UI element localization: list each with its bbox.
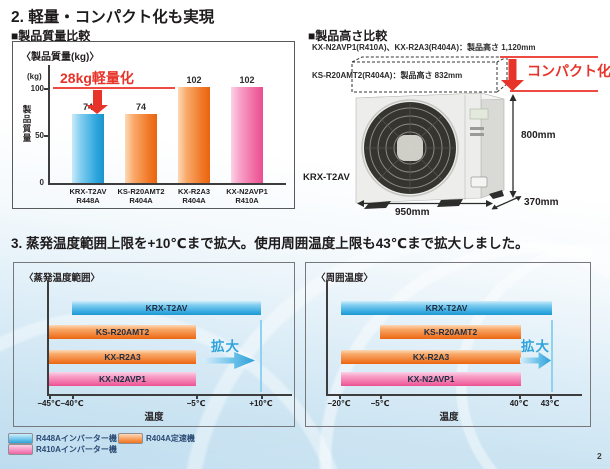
- outdoor-unit-image: [355, 92, 505, 209]
- x-axis: [48, 183, 286, 185]
- evap-limit-line: [260, 320, 262, 392]
- height-line2: KS-R20AMT2(R404A)：製品高さ 832mm: [312, 71, 463, 80]
- evap-bar-ks-r20amt2: KS-R20AMT2: [49, 325, 196, 339]
- evap-chart-title: 〈蒸発温度範囲〉: [24, 273, 101, 284]
- y-tick-mark-50: [44, 135, 48, 137]
- compact-label: コンパクト化: [527, 63, 610, 79]
- ambient-bar-krx-t2av: KRX-T2AV: [341, 301, 552, 315]
- compact-down-arrow-icon: [508, 59, 517, 80]
- product-model-label: KRX-T2AV: [303, 172, 350, 183]
- evap-bar-kx-n2avp1: KX-N2AVP1: [49, 372, 196, 386]
- height-line1: KX-N2AVP1(R410A)、KX-R2A3(R404A)：製品高さ 1,1…: [312, 43, 536, 52]
- ytick-50: 50: [35, 131, 44, 140]
- ambient-y-axis: [326, 280, 328, 395]
- ambient-chart-title: 〈周囲温度〉: [316, 273, 374, 284]
- evap-tick-4: [261, 395, 263, 399]
- ambient-x-axis-label: 温度: [439, 412, 459, 423]
- cat-2-model: KS-R20AMT2: [117, 187, 165, 196]
- cat-4-model: KX-N2AVP1: [226, 187, 268, 196]
- dim-height-label: 800mm: [521, 130, 556, 141]
- legend-swatch-r404a: [118, 433, 143, 444]
- evap-bar-krx-t2av: KRX-T2AV: [72, 301, 261, 315]
- down-arrow-icon: [93, 90, 102, 105]
- ambient-bar-ks-r20amt2: KS-R20AMT2: [380, 325, 521, 339]
- legend-label-r404a: R404A定速機: [146, 434, 195, 443]
- section3-title: 3. 蒸発温度範囲上限を+10℃まで拡大。使用周囲温度上限も43℃まで拡大しまし…: [11, 236, 529, 251]
- ambient-ticklab-4: 43℃: [540, 399, 560, 408]
- dimension-arrowheads: [357, 94, 522, 210]
- cat-3-refrigerant: R404A: [182, 196, 206, 205]
- ambient-ticklab-2: −5℃: [370, 399, 390, 408]
- dim-depth-label: 370mm: [524, 197, 559, 208]
- dim-width-label: 950mm: [395, 207, 430, 218]
- ambient-limit-line: [551, 320, 553, 392]
- bar-krx-t2av: [72, 114, 104, 183]
- ambient-ticklab-1: −20℃: [327, 399, 351, 408]
- bar-kx-r2a3: [178, 87, 210, 183]
- bar-value-4: 102: [239, 75, 255, 85]
- evap-tick-2: [72, 395, 74, 399]
- y-axis: [48, 65, 50, 184]
- evap-y-axis: [47, 280, 49, 395]
- evap-tick-1: [49, 395, 51, 399]
- y-tick-mark-100: [44, 88, 48, 90]
- evap-ticklab-3: −5℃: [186, 399, 206, 408]
- cat-label-4: KX-N2AVP1 R410A: [215, 187, 279, 205]
- page-number: 2: [597, 451, 602, 461]
- ambient-x-axis: [326, 394, 582, 396]
- evap-tick-3: [196, 395, 198, 399]
- cat-label-1: KRX-T2AV R448A: [56, 187, 120, 205]
- weight-reduction-annotation: 28kg軽量化: [60, 70, 134, 86]
- evap-ticklab-2: −40℃: [60, 399, 84, 408]
- cat-label-2: KS-R20AMT2 R404A: [109, 187, 173, 205]
- tall-unit-dashed-outline: [351, 56, 508, 93]
- evap-x-axis: [47, 394, 292, 396]
- section2-title: 2. 軽量・コンパクト化も実現: [11, 9, 215, 26]
- ambient-ticklab-3: 40℃: [509, 399, 529, 408]
- bar-value-2: 74: [135, 102, 146, 112]
- cat-label-3: KX-R2A3 R404A: [162, 187, 226, 205]
- evap-ticklab-4: +10℃: [249, 399, 273, 408]
- ambient-range-panel: 〈周囲温度〉 KRX-T2AV KS-R20AMT2 KX-R2A3 KX-N2…: [305, 262, 591, 427]
- legend-swatch-r448a: [8, 433, 33, 444]
- evap-ticklab-1: −45℃: [37, 399, 61, 408]
- cat-1-model: KRX-T2AV: [69, 187, 107, 196]
- evap-expand-label: 拡大: [211, 339, 240, 354]
- ambient-expand-label: 拡大: [521, 339, 550, 354]
- legend-label-r448a: R448Aインバーター機: [36, 434, 117, 443]
- bar-ks-r20amt2: [125, 114, 157, 183]
- evap-x-axis-label: 温度: [144, 412, 164, 423]
- bar-value-3: 102: [186, 75, 202, 85]
- weight-comparison-heading: ■製品質量比較: [11, 29, 91, 43]
- ambient-bar-kx-n2avp1: KX-N2AVP1: [341, 372, 521, 386]
- ambient-tick-2: [380, 395, 382, 399]
- y-axis-label: 製品質量: [22, 105, 32, 143]
- ambient-tick-3: [519, 395, 521, 399]
- ytick-100: 100: [30, 84, 44, 93]
- ambient-tick-1: [339, 395, 341, 399]
- height-comparison-heading: ■製品高さ比較: [308, 29, 388, 43]
- evap-range-panel: 〈蒸発温度範囲〉 KRX-T2AV KS-R20AMT2 KX-R2A3 KX-…: [13, 262, 295, 427]
- ambient-bar-kx-r2a3: KX-R2A3: [341, 350, 521, 364]
- down-arrow-head-icon: [86, 105, 108, 114]
- weight-chart-title: 〈製品質量(kg)〉: [21, 52, 100, 63]
- legend-label-r410a: R410Aインバーター機: [36, 445, 117, 454]
- bar-kx-n2avp1: [231, 87, 263, 183]
- cat-4-refrigerant: R410A: [235, 196, 259, 205]
- annotation-underline: [53, 87, 175, 89]
- ambient-tick-4: [550, 395, 552, 399]
- cat-2-refrigerant: R404A: [129, 196, 153, 205]
- weight-chart-panel: 〈製品質量(kg)〉 (kg) 100 50 0 製品質量 74 74 102 …: [12, 41, 295, 209]
- cat-3-model: KX-R2A3: [177, 187, 211, 196]
- weight-unit-label: (kg): [27, 72, 42, 81]
- evap-bar-kx-r2a3: KX-R2A3: [49, 350, 196, 364]
- cat-1-refrigerant: R448A: [76, 196, 100, 205]
- ytick-0: 0: [39, 178, 44, 187]
- height-diagram-overlay: [351, 56, 598, 210]
- dimension-lines: [360, 98, 520, 209]
- legend-swatch-r410a: [8, 444, 33, 455]
